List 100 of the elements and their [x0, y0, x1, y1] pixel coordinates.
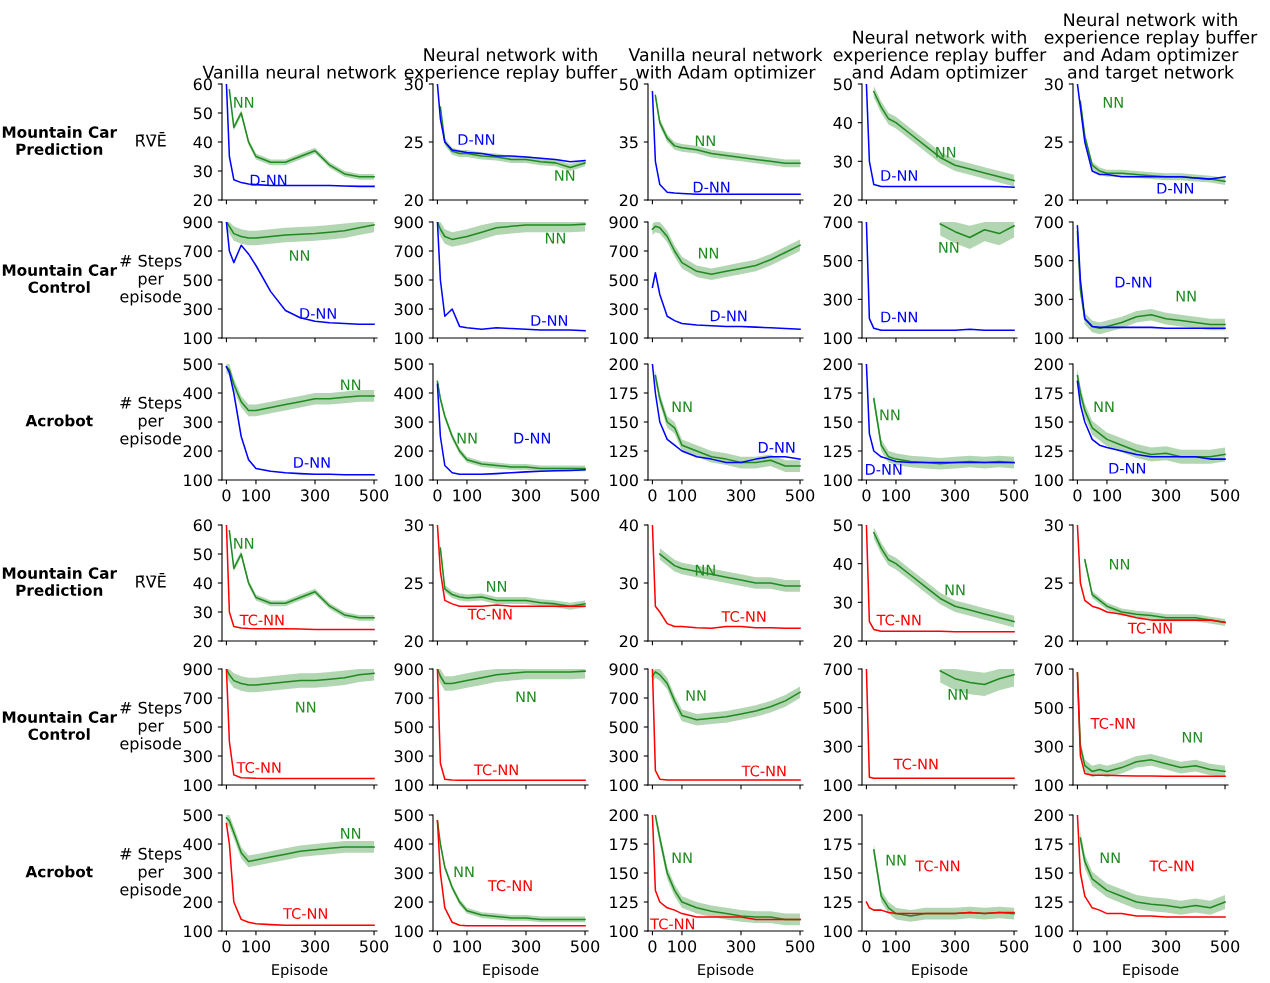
y-tick-label: 150 [824, 416, 852, 429]
x-tick-label: 500 [571, 940, 600, 953]
y-tick-label: 400 [183, 387, 212, 400]
x-tick-label: 300 [511, 489, 541, 502]
x-tick-label: 0 [648, 489, 657, 502]
y-tick-label: 400 [394, 838, 423, 851]
series-label: TC-NN [650, 918, 695, 930]
text: TC-NN [1149, 860, 1194, 872]
y-tick-label: 125 [610, 445, 638, 458]
series-label: D-NN [710, 310, 747, 322]
y-tick-label: 200 [183, 445, 212, 458]
y-tick-label: 300 [1034, 740, 1063, 753]
y-tick-label: 500 [394, 358, 423, 371]
series-label: TC-NN [236, 761, 281, 773]
y-tick-label: 175 [610, 387, 638, 400]
y-tick-label: 300 [183, 303, 212, 316]
y-tick-label: 150 [824, 867, 852, 880]
y-tick-label: 25 [404, 136, 423, 149]
y-tick-label: 175 [824, 838, 852, 851]
series-label: NN [234, 97, 254, 108]
series-label: NN [555, 170, 575, 181]
y-tick-label: 200 [609, 358, 638, 371]
text: Mountain Car Control [2, 711, 117, 740]
y-tick-label: 500 [183, 274, 212, 287]
y-tick-label: 300 [394, 303, 423, 316]
y-axis-title: # Steps per episode [120, 254, 182, 306]
y-tick-label: 400 [183, 838, 212, 851]
series-label: NN [1094, 401, 1114, 413]
x-tick-label: 500 [360, 940, 389, 953]
line-series [436, 669, 586, 782]
y-tick-label: 100 [395, 474, 423, 487]
y-tick-label: 700 [823, 216, 852, 229]
series-label: NN [936, 146, 956, 158]
y-tick-label: 40 [833, 116, 852, 129]
y-axis-title: R̄V̄Ē [136, 132, 166, 147]
y-tick-label: 60 [193, 78, 212, 91]
y-tick-label: 200 [1034, 358, 1063, 371]
y-tick-label: 40 [619, 519, 638, 532]
y-tick-label: 300 [183, 416, 212, 429]
y-tick-label: 200 [394, 445, 423, 458]
line-series [865, 222, 1015, 332]
series-label: TC-NN [721, 611, 766, 623]
x-tick-label: 100 [453, 940, 482, 953]
series-label: TC-NN [876, 614, 921, 626]
y-tick-label: 35 [619, 136, 638, 149]
y-tick-label: 500 [1034, 254, 1063, 267]
series-label: NN [545, 232, 565, 244]
series-label: NN [695, 135, 715, 147]
line-series [225, 366, 375, 476]
x-tick-label: 300 [726, 940, 756, 953]
y-tick-label: 25 [1044, 577, 1063, 590]
y-tick-label: 500 [394, 274, 423, 287]
line-series [865, 901, 1015, 915]
x-tick-label: 500 [360, 489, 389, 502]
y-tick-label: 100 [1035, 925, 1063, 938]
y-tick-label: 50 [193, 548, 212, 561]
y-tick-label: 300 [823, 740, 852, 753]
line-series [225, 222, 375, 239]
line-series [225, 669, 375, 780]
series-label: TC-NN [1127, 622, 1172, 634]
series-label: NN [1182, 731, 1202, 743]
y-tick-label: 20 [619, 194, 638, 207]
y-tick-label: 30 [404, 519, 423, 532]
series-label: NN [880, 409, 900, 421]
series-label: NN [698, 247, 718, 259]
y-tick-label: 100 [824, 779, 852, 792]
y-tick-label: 60 [193, 519, 212, 532]
line-series [436, 84, 586, 163]
text: Acrobot [25, 865, 93, 878]
y-tick-label: 100 [1035, 779, 1063, 792]
series-label: NN [686, 690, 706, 701]
y-tick-label: 100 [395, 332, 423, 345]
text: Mountain Car Control [2, 264, 117, 293]
y-tick-label: 500 [183, 358, 212, 371]
y-tick-label: 40 [833, 557, 852, 570]
y-tick-label: 900 [183, 663, 212, 676]
y-tick-label: 30 [833, 596, 852, 609]
y-tick-label: 900 [183, 216, 212, 229]
y-tick-label: 400 [394, 387, 423, 400]
x-tick-label: 300 [300, 489, 330, 502]
y-tick-label: 100 [395, 779, 423, 792]
x-tick-label: 0 [862, 489, 871, 502]
y-axis-title: # Steps per episode [120, 847, 182, 899]
text: Mountain Car Prediction [2, 126, 117, 155]
y-tick-label: 900 [394, 216, 423, 229]
line-series [225, 222, 375, 325]
y-tick-label: 300 [609, 303, 638, 316]
y-tick-label: 100 [184, 779, 212, 792]
series-label: NN [939, 242, 959, 253]
y-tick-label: 700 [183, 692, 212, 705]
series-label: TC-NN [741, 765, 786, 777]
series-label: NN [1110, 558, 1129, 570]
series-label: D-NN [693, 181, 730, 193]
series-label: NN [454, 866, 474, 878]
series-label: NN [341, 379, 361, 391]
x-axis-title: Episode [1123, 963, 1179, 978]
y-tick-label: 125 [610, 896, 638, 909]
x-tick-label: 100 [453, 489, 482, 502]
line-series [939, 223, 1015, 239]
series-label: D-NN [458, 134, 495, 145]
